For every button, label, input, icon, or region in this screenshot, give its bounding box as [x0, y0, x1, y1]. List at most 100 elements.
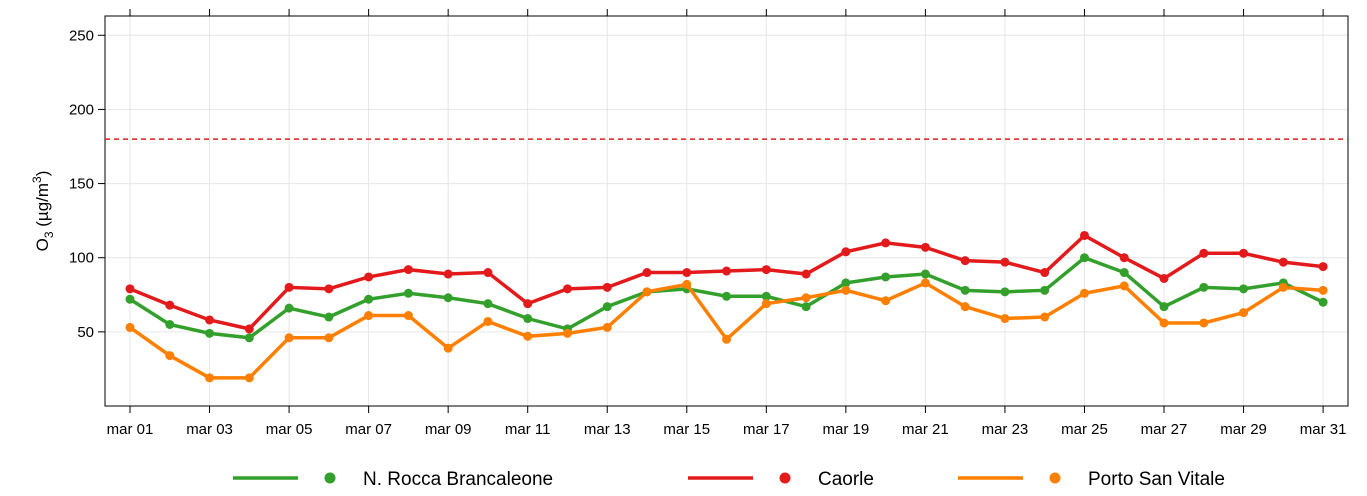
data-point: [920, 242, 930, 252]
data-point: [722, 334, 732, 344]
y-label-part: ): [33, 171, 52, 177]
data-point: [244, 373, 254, 383]
legend-label: N. Rocca Brancaleone: [363, 469, 553, 490]
x-tick-label: mar 01: [107, 421, 154, 438]
data-point: [722, 266, 732, 276]
series-line: [129, 233, 1324, 331]
data-point: [1199, 282, 1209, 292]
data-point: [284, 333, 294, 343]
data-point: [1318, 285, 1328, 295]
data-point: [960, 285, 970, 295]
data-point: [324, 284, 334, 294]
data-point: [881, 272, 891, 282]
data-point: [801, 293, 811, 303]
data-point: [165, 351, 175, 361]
data-point: [722, 291, 732, 301]
data-point: [523, 314, 533, 324]
data-point: [960, 256, 970, 266]
data-point: [165, 300, 175, 310]
data-point: [1040, 285, 1050, 295]
data-point: [403, 311, 413, 321]
data-point: [642, 287, 652, 297]
data-point: [1119, 253, 1129, 263]
data-point: [1318, 262, 1328, 272]
data-point: [960, 302, 970, 312]
data-point: [205, 373, 215, 383]
data-point: [284, 282, 294, 292]
data-point: [1079, 253, 1089, 263]
y-label-part: (µg/m: [33, 183, 52, 232]
data-point: [1239, 284, 1249, 294]
data-point: [761, 265, 771, 275]
data-point: [1278, 257, 1288, 267]
x-tick-label: mar 19: [823, 421, 870, 438]
data-point: [1040, 312, 1050, 322]
data-point: [1199, 248, 1209, 258]
legend-label: Caorle: [818, 469, 874, 490]
y-tick-label: 150: [69, 176, 94, 193]
data-point: [1079, 288, 1089, 298]
data-point: [1318, 297, 1328, 307]
data-point: [483, 299, 493, 309]
x-tick-label: mar 11: [505, 421, 551, 438]
data-point: [125, 284, 135, 294]
data-point: [841, 285, 851, 295]
x-tick-label: mar 07: [345, 421, 392, 438]
x-tick-label: mar 17: [743, 421, 790, 438]
data-point: [1239, 308, 1249, 318]
data-point: [1159, 273, 1169, 283]
data-point: [403, 288, 413, 298]
data-point: [841, 247, 851, 257]
data-point: [1000, 287, 1010, 297]
data-point: [1040, 268, 1050, 278]
y-tick-label: 250: [69, 27, 94, 44]
legend-dot: [779, 472, 791, 484]
data-point: [244, 333, 254, 343]
x-tick-label: mar 29: [1220, 421, 1267, 438]
data-point: [165, 319, 175, 329]
data-point: [443, 343, 453, 353]
data-point: [1119, 281, 1129, 291]
data-point: [244, 324, 254, 334]
data-point: [125, 294, 135, 304]
data-point: [562, 284, 572, 294]
x-tick-label: mar 25: [1061, 421, 1108, 438]
data-point: [1079, 230, 1089, 240]
y-label-part: 3: [42, 231, 56, 238]
data-point: [324, 312, 334, 322]
data-point: [1159, 302, 1169, 312]
y-tick-label: 200: [69, 101, 94, 118]
data-point: [801, 269, 811, 279]
data-point: [1159, 318, 1169, 328]
x-tick-label: mar 05: [266, 421, 313, 438]
legend-dot: [324, 472, 336, 484]
data-point: [602, 282, 612, 292]
data-point: [881, 296, 891, 306]
data-point: [1199, 318, 1209, 328]
data-point: [562, 328, 572, 338]
data-point: [602, 302, 612, 312]
data-point: [761, 299, 771, 309]
y-tick-label: 100: [69, 250, 94, 267]
legend-label: Porto San Vitale: [1088, 469, 1225, 490]
data-point: [205, 328, 215, 338]
data-point: [682, 279, 692, 289]
data-point: [761, 291, 771, 301]
x-tick-label: mar 09: [425, 421, 472, 438]
data-point: [1119, 268, 1129, 278]
data-point: [642, 268, 652, 278]
data-point: [881, 238, 891, 248]
y-label-part: O: [33, 238, 52, 251]
data-point: [364, 272, 374, 282]
data-point: [682, 268, 692, 278]
data-point: [602, 322, 612, 332]
data-point: [205, 315, 215, 325]
x-tick-label: mar 31: [1300, 421, 1347, 438]
data-point: [1278, 282, 1288, 292]
data-point: [483, 268, 493, 278]
x-tick-label: mar 03: [186, 421, 233, 438]
data-point: [364, 294, 374, 304]
data-point: [523, 299, 533, 309]
data-point: [920, 269, 930, 279]
